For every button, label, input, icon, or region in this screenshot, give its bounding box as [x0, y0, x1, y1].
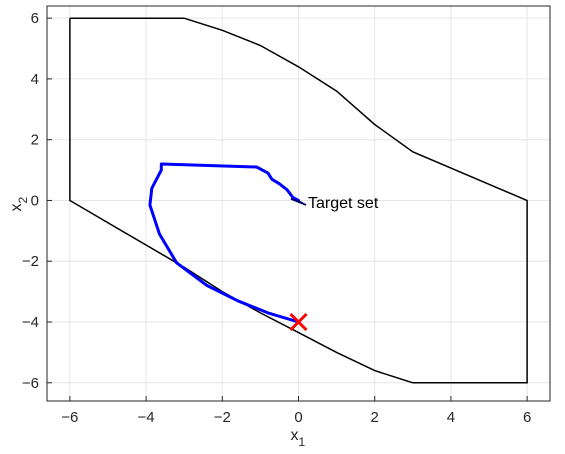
x-tick-label: −6	[61, 409, 78, 426]
y-tick-label: −6	[22, 375, 39, 392]
y-tick-label: 4	[31, 71, 39, 88]
x-tick-label: −2	[214, 409, 231, 426]
target-set-polygon	[290, 198, 307, 206]
grid	[47, 6, 550, 401]
x-tick-label: 6	[523, 409, 531, 426]
plot-area	[69, 17, 528, 384]
x-tick-label: 0	[294, 409, 302, 426]
x-axis-label: x1	[291, 427, 306, 449]
x-tick-label: 2	[371, 409, 379, 426]
x-axis-label-subscript: 1	[299, 435, 306, 449]
y-tick-label: 6	[31, 10, 39, 27]
y-tick-label: −2	[22, 253, 39, 270]
ticks: −6 −4 −2 0 2 4 6 −6 −4 −2 0 2 4 6	[22, 10, 531, 426]
y-tick-label: −4	[22, 314, 39, 331]
y-axis-label-subscript: 2	[16, 197, 30, 204]
state-trajectory-line	[148, 162, 300, 324]
x-tick-label: 4	[447, 409, 455, 426]
y-axis-label: x2	[8, 197, 30, 212]
y-tick-label: 2	[31, 132, 39, 149]
x-tick-label: −4	[138, 409, 155, 426]
y-tick-label: 0	[31, 192, 39, 209]
y-axis-label-base: x	[8, 204, 25, 212]
target-set-annotation: Target set	[308, 195, 379, 212]
x-axis-label-base: x	[291, 427, 299, 444]
initial-state-marker	[289, 312, 308, 332]
